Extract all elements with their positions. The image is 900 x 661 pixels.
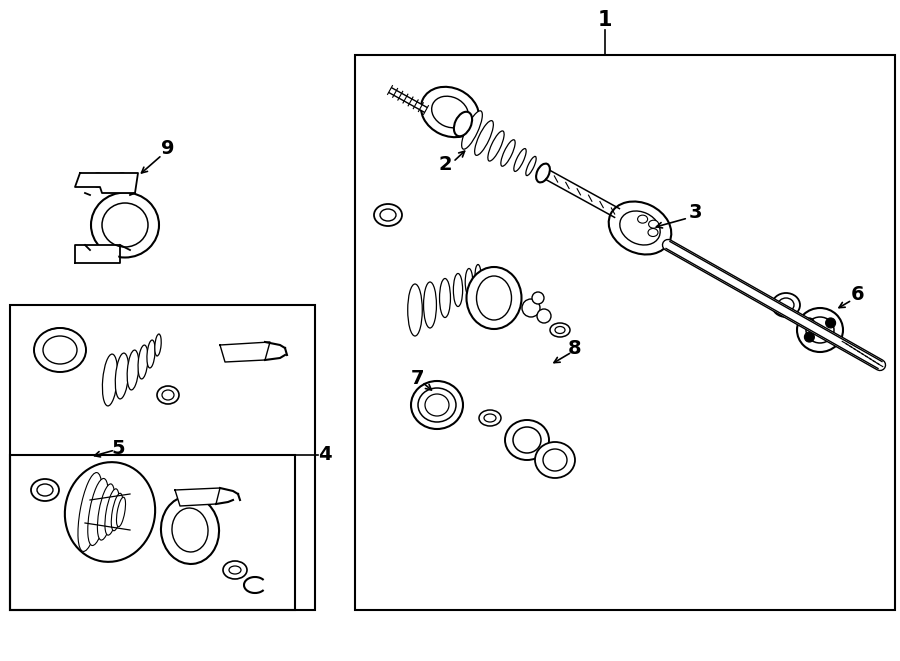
Circle shape xyxy=(115,173,129,187)
Ellipse shape xyxy=(484,414,496,422)
Ellipse shape xyxy=(778,298,794,312)
Ellipse shape xyxy=(772,293,800,317)
Text: 9: 9 xyxy=(161,139,175,157)
Ellipse shape xyxy=(112,493,122,531)
Ellipse shape xyxy=(476,276,511,320)
Text: 6: 6 xyxy=(851,286,865,305)
Ellipse shape xyxy=(501,139,515,167)
Ellipse shape xyxy=(103,354,118,406)
Ellipse shape xyxy=(37,484,53,496)
Bar xyxy=(10,305,315,610)
Ellipse shape xyxy=(526,157,536,176)
Ellipse shape xyxy=(116,497,125,527)
Circle shape xyxy=(88,248,102,262)
Ellipse shape xyxy=(543,449,567,471)
Ellipse shape xyxy=(88,479,108,545)
Polygon shape xyxy=(175,488,220,506)
Ellipse shape xyxy=(223,561,247,579)
Ellipse shape xyxy=(97,484,114,540)
Text: 7: 7 xyxy=(411,368,425,387)
Ellipse shape xyxy=(78,473,102,551)
Ellipse shape xyxy=(637,215,648,223)
Circle shape xyxy=(825,332,835,342)
Ellipse shape xyxy=(115,353,129,399)
Ellipse shape xyxy=(505,420,549,460)
Circle shape xyxy=(805,332,814,342)
Circle shape xyxy=(522,299,540,317)
Ellipse shape xyxy=(466,267,521,329)
Ellipse shape xyxy=(408,284,422,336)
Circle shape xyxy=(532,292,544,304)
Ellipse shape xyxy=(550,323,570,337)
Ellipse shape xyxy=(648,229,658,237)
Ellipse shape xyxy=(432,97,468,128)
Circle shape xyxy=(91,173,105,187)
Ellipse shape xyxy=(411,381,463,429)
Bar xyxy=(10,455,295,610)
Ellipse shape xyxy=(65,462,155,562)
Ellipse shape xyxy=(608,202,671,254)
Ellipse shape xyxy=(162,390,174,400)
Ellipse shape xyxy=(514,149,526,171)
Ellipse shape xyxy=(462,111,482,149)
Ellipse shape xyxy=(513,427,541,453)
Ellipse shape xyxy=(424,282,436,328)
Text: 5: 5 xyxy=(112,438,125,457)
Ellipse shape xyxy=(147,340,155,368)
Ellipse shape xyxy=(102,203,148,247)
Polygon shape xyxy=(220,342,270,362)
Ellipse shape xyxy=(418,388,456,422)
Polygon shape xyxy=(75,245,120,263)
Ellipse shape xyxy=(454,274,463,307)
Ellipse shape xyxy=(172,508,208,552)
Ellipse shape xyxy=(34,328,86,372)
Text: 4: 4 xyxy=(318,446,331,465)
Ellipse shape xyxy=(536,164,545,180)
Ellipse shape xyxy=(161,496,219,564)
Ellipse shape xyxy=(155,334,161,356)
Ellipse shape xyxy=(797,308,843,352)
Ellipse shape xyxy=(43,336,77,364)
Ellipse shape xyxy=(374,204,402,226)
Ellipse shape xyxy=(421,87,479,137)
Text: 1: 1 xyxy=(598,10,612,30)
Circle shape xyxy=(805,318,814,328)
Ellipse shape xyxy=(380,209,396,221)
Bar xyxy=(355,55,895,610)
Text: 3: 3 xyxy=(688,204,702,223)
Circle shape xyxy=(825,318,835,328)
Text: 8: 8 xyxy=(568,338,581,358)
Ellipse shape xyxy=(127,350,139,390)
Ellipse shape xyxy=(425,394,449,416)
Ellipse shape xyxy=(157,386,179,404)
Ellipse shape xyxy=(475,264,481,286)
Polygon shape xyxy=(75,173,138,193)
Ellipse shape xyxy=(488,131,504,161)
Ellipse shape xyxy=(536,163,550,182)
Ellipse shape xyxy=(91,192,159,258)
Ellipse shape xyxy=(229,566,241,574)
Ellipse shape xyxy=(454,112,473,136)
Ellipse shape xyxy=(474,121,493,155)
Ellipse shape xyxy=(31,479,59,501)
Ellipse shape xyxy=(620,211,661,245)
Ellipse shape xyxy=(138,345,148,379)
Ellipse shape xyxy=(479,410,501,426)
Ellipse shape xyxy=(555,327,565,334)
Ellipse shape xyxy=(535,442,575,478)
Circle shape xyxy=(537,309,551,323)
Ellipse shape xyxy=(806,317,834,343)
Ellipse shape xyxy=(649,220,659,228)
Ellipse shape xyxy=(465,268,472,295)
Text: 2: 2 xyxy=(438,155,452,175)
Ellipse shape xyxy=(105,489,119,535)
Ellipse shape xyxy=(439,278,451,317)
